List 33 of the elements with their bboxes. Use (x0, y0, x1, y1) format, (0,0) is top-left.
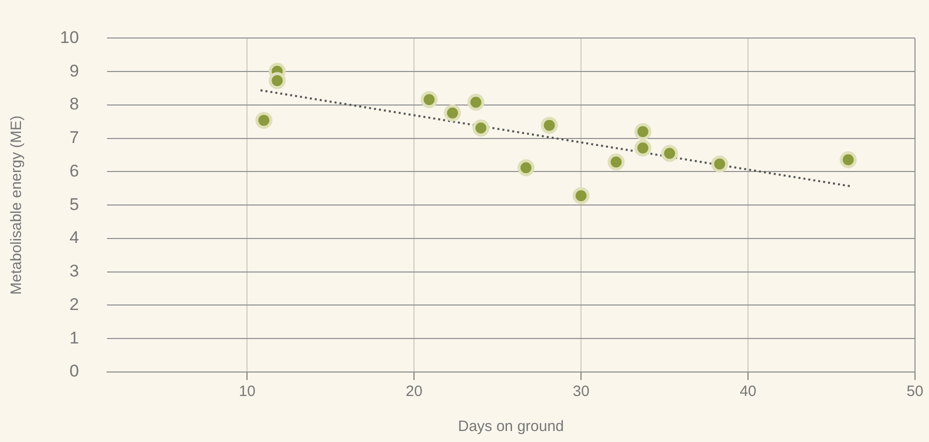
y-tick-label: 3 (69, 262, 79, 281)
point (467, 94, 484, 111)
x-tick-label: 40 (740, 383, 756, 400)
point (255, 112, 272, 129)
point (517, 159, 534, 176)
point (608, 154, 625, 171)
y-tick-label: 9 (69, 61, 79, 80)
y-axis-title: Metabolisable energy (ME) (8, 115, 26, 295)
x-tick-label: 10 (238, 383, 256, 400)
y-tick-label: 6 (69, 161, 79, 180)
x-tick-label: 50 (906, 383, 924, 400)
point (634, 140, 652, 157)
y-tick-label: 0 (69, 362, 79, 381)
point (268, 72, 286, 90)
x-tick-label: 20 (406, 383, 422, 400)
y-tick-label: 10 (60, 28, 79, 47)
point (420, 91, 438, 108)
point (540, 116, 558, 134)
y-tick-label: 5 (69, 194, 79, 214)
x-axis-title: Days on ground (458, 418, 564, 436)
x-tick-label: 30 (572, 383, 590, 400)
y-tick-label: 8 (69, 94, 79, 114)
point (711, 156, 728, 173)
point (661, 144, 678, 162)
y-tick-label: 4 (69, 228, 79, 248)
y-tick-label: 7 (69, 128, 79, 148)
y-tick-label: 2 (69, 294, 79, 314)
point (444, 104, 462, 122)
point (634, 123, 652, 140)
y-tick-label: 1 (69, 328, 79, 348)
point (572, 187, 590, 204)
point (472, 119, 490, 136)
point (840, 151, 857, 168)
